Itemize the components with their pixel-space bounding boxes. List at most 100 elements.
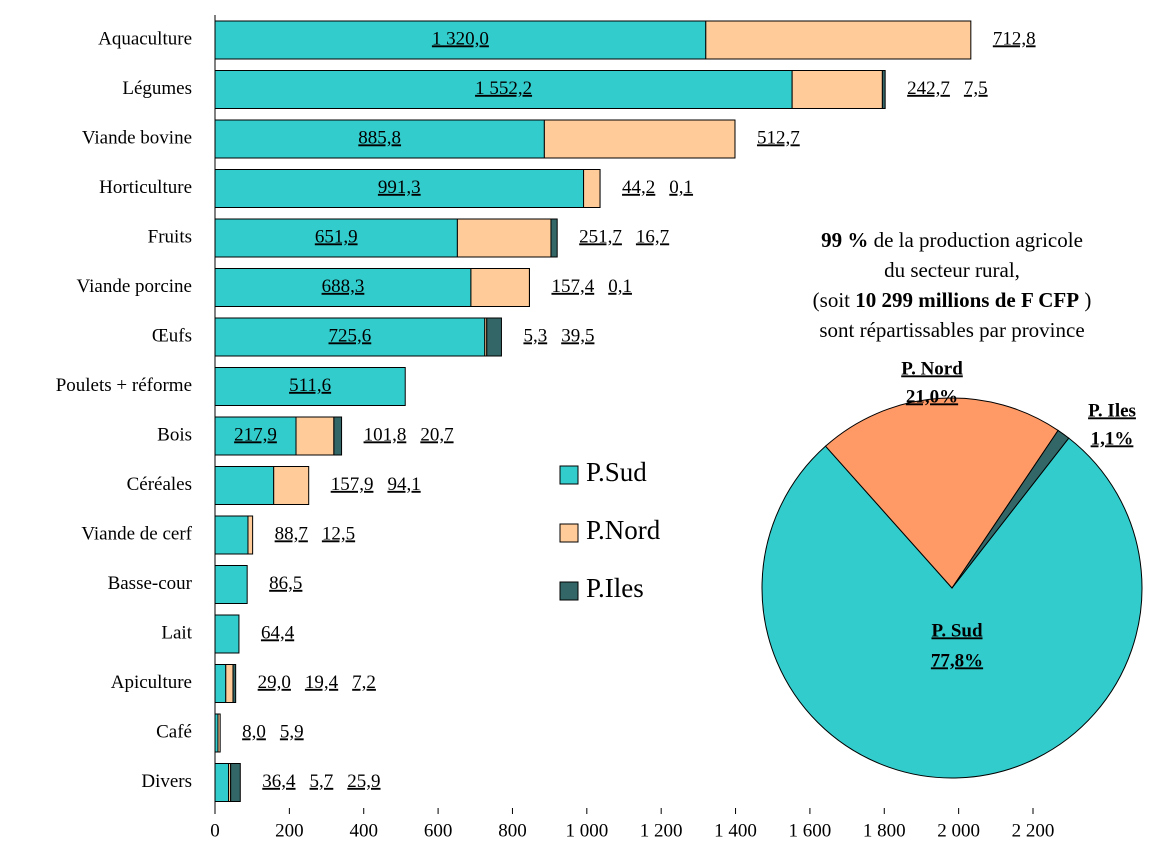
bar-segment <box>214 70 793 109</box>
bar-segment <box>214 565 248 604</box>
bar-segment <box>214 268 472 307</box>
bar-segment <box>705 20 972 60</box>
value-label: 88,7 <box>275 523 308 544</box>
bar-segment <box>214 367 406 406</box>
value-label: 651,9 <box>315 226 358 247</box>
value-label: 512,7 <box>757 127 800 148</box>
bar-segment <box>214 466 275 505</box>
bar-segment <box>230 763 241 802</box>
bar-segment <box>550 218 558 258</box>
category-label: Viande de cerf <box>81 523 192 544</box>
value-label: 39,5 <box>561 325 594 346</box>
value-label: 0,1 <box>608 276 632 297</box>
category-label: Viande bovine <box>82 127 192 148</box>
x-tick-label: 2 200 <box>1012 820 1055 841</box>
value-label: 5,3 <box>523 325 547 346</box>
pie-slice <box>951 429 1070 589</box>
bar-segment <box>791 70 883 109</box>
x-tick-label: 2 000 <box>937 820 980 841</box>
bar-segment <box>214 416 297 456</box>
category-label: Bois <box>157 424 192 445</box>
category-label: Légumes <box>122 78 192 99</box>
bar-segment <box>583 169 601 208</box>
value-label: 217,9 <box>234 424 277 445</box>
annotation-part: (soit <box>813 288 856 312</box>
value-label: 157,4 <box>551 276 594 297</box>
value-label: 64,4 <box>261 622 295 643</box>
value-label: 688,3 <box>322 276 365 297</box>
annotation: du secteur rural, <box>884 258 1020 282</box>
value-label: 94,1 <box>387 474 420 495</box>
value-label: 7,5 <box>964 78 988 99</box>
value-label: 16,7 <box>636 226 669 247</box>
annotation: 99 % de la production agricole <box>821 228 1083 252</box>
x-tick-label: 1 400 <box>714 820 757 841</box>
value-label: 36,4 <box>262 771 296 792</box>
x-tick-label: 1 200 <box>640 820 683 841</box>
annotation-part: de la production agricole <box>868 228 1083 252</box>
category-label: Horticulture <box>99 177 192 198</box>
value-label: 725,6 <box>329 325 372 346</box>
bar-segment <box>214 119 545 159</box>
bar-segment <box>214 20 707 60</box>
category-label: Lait <box>161 622 192 643</box>
legend-swatch <box>559 465 579 485</box>
category-label: Basse-cour <box>108 573 193 594</box>
pie-slice <box>824 397 1059 589</box>
bar-segment <box>214 664 227 703</box>
value-label: 29,0 <box>258 672 291 693</box>
value-label: 0,1 <box>669 177 693 198</box>
value-label: 101,8 <box>364 424 407 445</box>
legend-label: P.Nord <box>586 515 661 545</box>
value-label: 511,6 <box>289 375 331 396</box>
bar-segment <box>273 466 310 505</box>
pie-label: P. Nord <box>901 358 963 379</box>
value-label: 25,9 <box>347 771 380 792</box>
x-tick-label: 0 <box>210 820 220 841</box>
annotation-part: sont répartissables par province <box>819 318 1084 342</box>
value-label: 1 320,0 <box>432 28 489 49</box>
category-label: Aquaculture <box>98 28 192 49</box>
value-label: 712,8 <box>993 28 1036 49</box>
x-tick-label: 600 <box>424 820 453 841</box>
category-label: Divers <box>141 771 192 792</box>
value-label: 251,7 <box>579 226 622 247</box>
annotation: (soit 10 299 millions de F CFP ) <box>813 288 1092 312</box>
pie-value-label: 1,1% <box>1091 428 1134 449</box>
x-tick-label: 1 800 <box>863 820 906 841</box>
annotation-part: 10 299 millions de F CFP <box>855 288 1079 312</box>
category-label: Œufs <box>152 325 192 346</box>
bar-segment <box>295 416 335 456</box>
bar-segment <box>232 664 237 703</box>
legend-swatch <box>559 523 579 543</box>
value-label: 19,4 <box>305 672 339 693</box>
category-label: Céréales <box>127 474 192 495</box>
annotation: sont répartissables par province <box>819 318 1084 342</box>
value-label: 86,5 <box>269 573 302 594</box>
bar-segment <box>214 515 249 555</box>
annotation-part: du secteur rural, <box>884 258 1020 282</box>
bar-segment <box>456 218 552 258</box>
bar-segment <box>543 119 736 159</box>
bar-segment <box>881 70 886 109</box>
value-label: 157,9 <box>331 474 374 495</box>
value-label: 5,9 <box>280 721 304 742</box>
value-label: 885,8 <box>358 127 401 148</box>
bar-segment <box>247 515 254 555</box>
legend-label: P.Sud <box>586 457 647 487</box>
value-label: 242,7 <box>907 78 950 99</box>
pie-value-label: 77,8% <box>931 650 983 671</box>
bar-segment <box>214 317 486 357</box>
bar-segment <box>225 664 234 703</box>
category-label: Poulets + réforme <box>56 375 192 396</box>
value-label: 991,3 <box>378 177 421 198</box>
x-tick-label: 1 000 <box>565 820 608 841</box>
bar-segment <box>333 416 343 456</box>
annotation-part: 99 % <box>821 228 868 252</box>
x-tick-label: 200 <box>275 820 304 841</box>
value-label: 8,0 <box>242 721 266 742</box>
value-label: 7,2 <box>352 672 376 693</box>
legend-swatch <box>559 581 579 601</box>
pie-label: P. Sud <box>931 620 982 641</box>
